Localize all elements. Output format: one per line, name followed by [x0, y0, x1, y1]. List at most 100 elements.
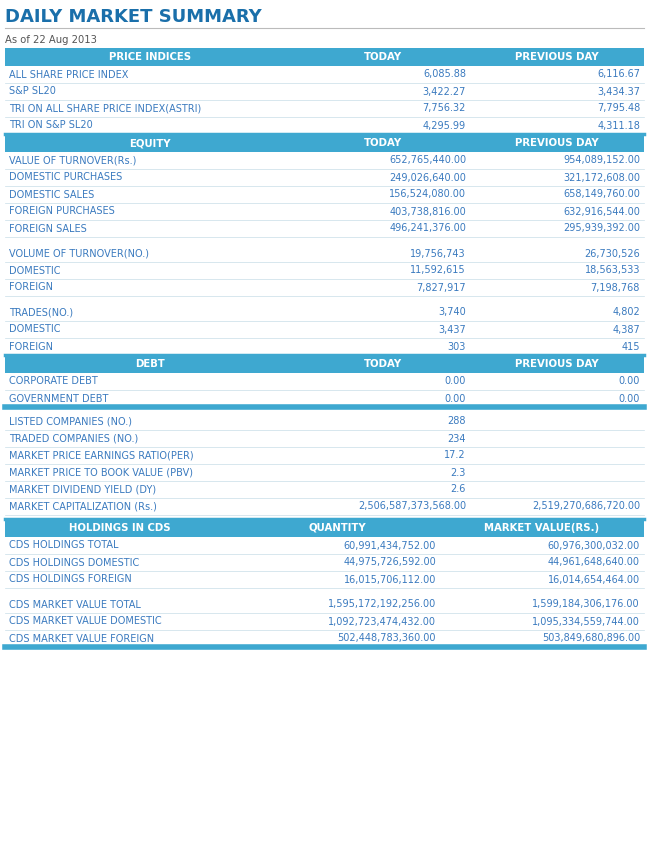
Text: 3,434.37: 3,434.37 — [597, 87, 640, 96]
Text: 3,437: 3,437 — [438, 325, 466, 334]
Text: 3,740: 3,740 — [438, 307, 466, 318]
Text: 1,092,723,474,432.00: 1,092,723,474,432.00 — [328, 616, 436, 627]
Text: 0.00: 0.00 — [618, 393, 640, 404]
Text: CORPORATE DEBT: CORPORATE DEBT — [9, 377, 98, 386]
Text: 18,563,533: 18,563,533 — [585, 266, 640, 275]
Bar — [5, 519, 644, 537]
Text: 502,448,783,360.00: 502,448,783,360.00 — [337, 634, 436, 643]
Text: TODAY: TODAY — [363, 52, 402, 62]
Text: As of 22 Aug 2013: As of 22 Aug 2013 — [5, 35, 97, 45]
Text: PREVIOUS DAY: PREVIOUS DAY — [515, 359, 599, 369]
Text: DAILY MARKET SUMMARY: DAILY MARKET SUMMARY — [5, 8, 262, 26]
Text: 4,802: 4,802 — [612, 307, 640, 318]
Text: EQUITY: EQUITY — [129, 138, 171, 148]
Text: 2.3: 2.3 — [450, 468, 466, 477]
Text: 7,198,768: 7,198,768 — [591, 282, 640, 293]
Text: 0.00: 0.00 — [618, 377, 640, 386]
Text: TODAY: TODAY — [363, 359, 402, 369]
Text: MARKET CAPITALIZATION (Rs.): MARKET CAPITALIZATION (Rs.) — [9, 502, 157, 511]
Text: TRADED COMPANIES (NO.): TRADED COMPANIES (NO.) — [9, 433, 138, 444]
Text: DOMESTIC SALES: DOMESTIC SALES — [9, 189, 94, 200]
Text: CDS HOLDINGS TOTAL: CDS HOLDINGS TOTAL — [9, 541, 119, 550]
Text: 1,599,184,306,176.00: 1,599,184,306,176.00 — [532, 600, 640, 609]
Text: 658,149,760.00: 658,149,760.00 — [563, 189, 640, 200]
Text: 415: 415 — [622, 341, 640, 352]
Text: 19,756,743: 19,756,743 — [410, 248, 466, 259]
Text: 44,961,648,640.00: 44,961,648,640.00 — [548, 557, 640, 568]
Text: 503,849,680,896.00: 503,849,680,896.00 — [542, 634, 640, 643]
Text: 7,756.32: 7,756.32 — [422, 103, 466, 114]
Text: TRADES(NO.): TRADES(NO.) — [9, 307, 73, 318]
Text: 60,976,300,032.00: 60,976,300,032.00 — [548, 541, 640, 550]
Text: QUANTITY: QUANTITY — [309, 523, 366, 533]
Text: 0.00: 0.00 — [445, 377, 466, 386]
Text: 4,295.99: 4,295.99 — [423, 121, 466, 130]
Text: 234: 234 — [448, 433, 466, 444]
Text: 1,095,334,559,744.00: 1,095,334,559,744.00 — [532, 616, 640, 627]
Text: FOREIGN SALES: FOREIGN SALES — [9, 223, 87, 233]
Text: 321,172,608.00: 321,172,608.00 — [563, 173, 640, 182]
Text: CDS MARKET VALUE DOMESTIC: CDS MARKET VALUE DOMESTIC — [9, 616, 162, 627]
Text: 303: 303 — [448, 341, 466, 352]
Text: TODAY: TODAY — [363, 138, 402, 148]
Text: 632,916,544.00: 632,916,544.00 — [563, 207, 640, 216]
Text: 4,387: 4,387 — [612, 325, 640, 334]
Text: MARKET PRICE TO BOOK VALUE (PBV): MARKET PRICE TO BOOK VALUE (PBV) — [9, 468, 193, 477]
Text: 403,738,816.00: 403,738,816.00 — [389, 207, 466, 216]
Text: 7,795.48: 7,795.48 — [596, 103, 640, 114]
Text: 6,116.67: 6,116.67 — [597, 69, 640, 80]
Text: MARKET PRICE EARNINGS RATIO(PER): MARKET PRICE EARNINGS RATIO(PER) — [9, 450, 193, 461]
Text: DEBT: DEBT — [135, 359, 165, 369]
Text: TRI ON ALL SHARE PRICE INDEX(ASTRI): TRI ON ALL SHARE PRICE INDEX(ASTRI) — [9, 103, 201, 114]
Text: LISTED COMPANIES (NO.): LISTED COMPANIES (NO.) — [9, 417, 132, 426]
Text: DOMESTIC: DOMESTIC — [9, 325, 60, 334]
Text: 17.2: 17.2 — [445, 450, 466, 461]
Text: CDS HOLDINGS DOMESTIC: CDS HOLDINGS DOMESTIC — [9, 557, 140, 568]
Text: 156,524,080.00: 156,524,080.00 — [389, 189, 466, 200]
Text: 44,975,726,592.00: 44,975,726,592.00 — [343, 557, 436, 568]
Text: TRI ON S&P SL20: TRI ON S&P SL20 — [9, 121, 93, 130]
Text: FOREIGN PURCHASES: FOREIGN PURCHASES — [9, 207, 115, 216]
Text: 652,765,440.00: 652,765,440.00 — [389, 155, 466, 166]
Text: 60,991,434,752.00: 60,991,434,752.00 — [343, 541, 436, 550]
Text: S&P SL20: S&P SL20 — [9, 87, 56, 96]
Text: 2,519,270,686,720.00: 2,519,270,686,720.00 — [532, 502, 640, 511]
Text: PRICE INDICES: PRICE INDICES — [109, 52, 191, 62]
Text: VOLUME OF TURNOVER(NO.): VOLUME OF TURNOVER(NO.) — [9, 248, 149, 259]
Text: CDS MARKET VALUE TOTAL: CDS MARKET VALUE TOTAL — [9, 600, 141, 609]
Text: 26,730,526: 26,730,526 — [584, 248, 640, 259]
Bar — [5, 48, 644, 66]
Text: DOMESTIC PURCHASES: DOMESTIC PURCHASES — [9, 173, 122, 182]
Text: 0.00: 0.00 — [445, 393, 466, 404]
Text: ALL SHARE PRICE INDEX: ALL SHARE PRICE INDEX — [9, 69, 129, 80]
Text: 496,241,376.00: 496,241,376.00 — [389, 223, 466, 233]
Bar — [5, 134, 644, 152]
Text: 16,015,706,112.00: 16,015,706,112.00 — [343, 575, 436, 584]
Text: 288: 288 — [448, 417, 466, 426]
Text: 3,422.27: 3,422.27 — [422, 87, 466, 96]
Text: VALUE OF TURNOVER(Rs.): VALUE OF TURNOVER(Rs.) — [9, 155, 136, 166]
Text: 11,592,615: 11,592,615 — [410, 266, 466, 275]
Text: FOREIGN: FOREIGN — [9, 341, 53, 352]
Text: 295,939,392.00: 295,939,392.00 — [563, 223, 640, 233]
Text: 2.6: 2.6 — [450, 484, 466, 495]
Text: PREVIOUS DAY: PREVIOUS DAY — [515, 52, 599, 62]
Text: HOLDINGS IN CDS: HOLDINGS IN CDS — [69, 523, 171, 533]
Text: CDS MARKET VALUE FOREIGN: CDS MARKET VALUE FOREIGN — [9, 634, 154, 643]
Text: MARKET DIVIDEND YIELD (DY): MARKET DIVIDEND YIELD (DY) — [9, 484, 156, 495]
Bar — [5, 355, 644, 373]
Text: DOMESTIC: DOMESTIC — [9, 266, 60, 275]
Text: CDS HOLDINGS FOREIGN: CDS HOLDINGS FOREIGN — [9, 575, 132, 584]
Text: 7,827,917: 7,827,917 — [417, 282, 466, 293]
Text: 2,506,587,373,568.00: 2,506,587,373,568.00 — [358, 502, 466, 511]
Text: 1,595,172,192,256.00: 1,595,172,192,256.00 — [328, 600, 436, 609]
Text: PREVIOUS DAY: PREVIOUS DAY — [515, 138, 599, 148]
Text: FOREIGN: FOREIGN — [9, 282, 53, 293]
Text: 249,026,640.00: 249,026,640.00 — [389, 173, 466, 182]
Text: 6,085.88: 6,085.88 — [423, 69, 466, 80]
Text: 16,014,654,464.00: 16,014,654,464.00 — [548, 575, 640, 584]
Text: 954,089,152.00: 954,089,152.00 — [563, 155, 640, 166]
Text: MARKET VALUE(RS.): MARKET VALUE(RS.) — [484, 523, 600, 533]
Text: 4,311.18: 4,311.18 — [597, 121, 640, 130]
Text: GOVERNMENT DEBT: GOVERNMENT DEBT — [9, 393, 108, 404]
